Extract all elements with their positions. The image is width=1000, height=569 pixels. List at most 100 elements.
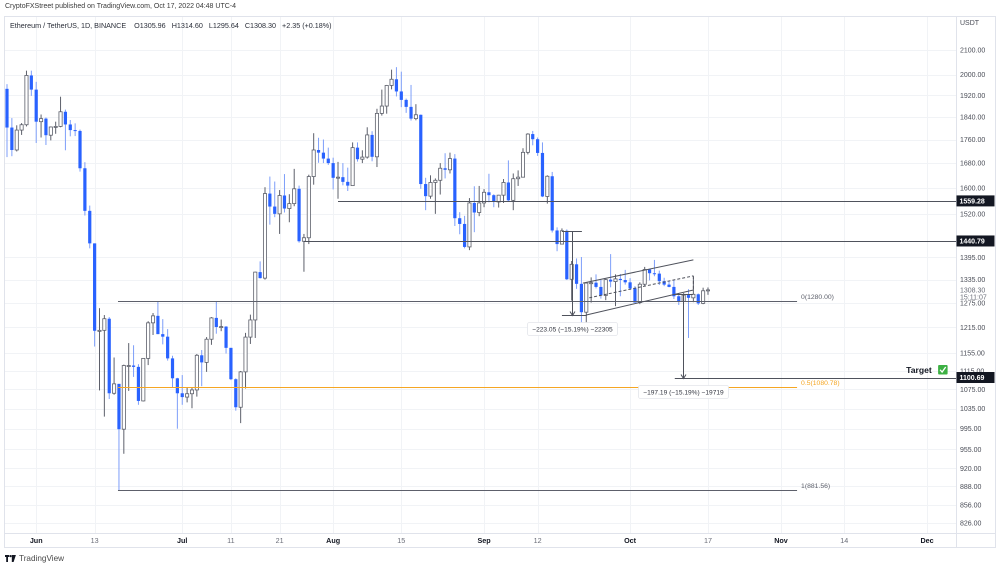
candle-bearish	[93, 243, 97, 347]
tradingview-logo[interactable]: TradingView	[5, 552, 64, 564]
fib-retracement[interactable]: 0(1280.00) 0.5(1080.78) 1(881.56)	[117, 294, 840, 491]
horizontal-rays[interactable]	[303, 201, 956, 379]
candle-bullish	[204, 337, 209, 372]
price-label-box	[956, 235, 995, 247]
candle-bearish	[609, 254, 613, 288]
candle-body	[350, 147, 355, 187]
candle-bearish	[73, 123, 77, 137]
candle-body	[68, 124, 72, 131]
price-label-text: 1559.28	[960, 199, 985, 206]
candle-bearish	[44, 117, 48, 146]
candle-bullish	[637, 282, 642, 305]
candle-bullish	[433, 178, 438, 214]
candle-bullish	[374, 108, 379, 168]
price-tick-label: 1920.00	[960, 93, 985, 100]
target-label[interactable]: Target	[906, 365, 932, 375]
candle-body	[555, 230, 559, 245]
candle-body	[701, 290, 706, 304]
candle-body	[574, 264, 579, 284]
candle-bullish	[569, 261, 574, 301]
candle-body	[258, 272, 262, 279]
price-tick-label: 1035.00	[960, 406, 985, 413]
candle-body	[584, 282, 589, 313]
candle-body	[175, 378, 179, 394]
candle-body	[662, 281, 666, 285]
price-axis[interactable]: USDT 2100.00 2000.00 1920.00 1840.00 1760.00 1…	[956, 20, 995, 528]
axes[interactable]: USDT 2100.00 2000.00 1920.00 1840.00 1760.00 1…	[4, 16, 996, 548]
candle-body	[628, 282, 632, 289]
price-tick-label: 995.00	[960, 426, 982, 433]
candle-body	[63, 111, 68, 125]
candle-bearish	[419, 114, 423, 189]
candle-body	[262, 193, 267, 279]
chart-legend: Ethereum / TetherUS, 1D, BINANCE O1305.9…	[10, 21, 336, 30]
candle-bearish	[487, 173, 491, 203]
open-value: O1305.96	[134, 21, 166, 30]
candle-bearish	[268, 176, 272, 225]
candle-bullish	[379, 89, 384, 116]
candle-bearish	[506, 160, 510, 202]
candlestick-series[interactable]	[5, 67, 710, 491]
candle-bullish	[287, 194, 292, 223]
price-tick-label: 1680.00	[960, 161, 985, 168]
arrow-down-icon	[680, 374, 687, 380]
text-annotations[interactable]: Target	[906, 365, 948, 375]
candle-body	[126, 365, 131, 367]
candle-body	[482, 191, 487, 204]
fib-level-label: 0(1280.00)	[801, 294, 834, 301]
candle-body	[492, 195, 496, 202]
candle-bullish	[58, 96, 63, 128]
measure-flagpole[interactable]: −223.05 (−15.19%) −22305	[527, 231, 618, 336]
candle-body	[569, 263, 574, 280]
candle-bearish	[10, 118, 14, 157]
candle-body	[565, 230, 569, 280]
candle-body	[438, 167, 443, 181]
candle-body	[677, 296, 681, 302]
candle-body	[282, 195, 287, 209]
symbol-label[interactable]: Ethereum / TetherUS, 1D, BINANCE	[10, 21, 127, 30]
price-tick-label: 2100.00	[960, 47, 985, 54]
candle-bullish	[126, 343, 131, 391]
price-tick-label: 1840.00	[960, 114, 985, 121]
candle-body	[273, 206, 277, 214]
measure-projection[interactable]: −197.19 (−15.19%) −19719	[638, 294, 729, 399]
price-range-measurements[interactable]: −223.05 (−15.19%) −22305 −197.19 (−15.19%…	[527, 231, 729, 399]
candle-body	[121, 365, 126, 430]
candle-bullish	[438, 163, 443, 195]
candle-body	[29, 75, 33, 90]
time-tick-day: 13	[91, 536, 99, 545]
channel-mid[interactable]	[589, 275, 694, 299]
candle-body	[667, 284, 671, 287]
candle-bullish	[336, 161, 341, 199]
candle-body	[331, 163, 335, 178]
candle-body	[370, 134, 374, 157]
candle-bearish	[341, 163, 345, 186]
candle-body	[589, 282, 594, 285]
candle-bearish	[170, 355, 175, 388]
candle-bullish	[559, 228, 564, 245]
measure-label: −223.05 (−15.19%) −22305	[532, 327, 613, 334]
time-axis[interactable]: Jun 13 Jul 11 21 Aug 15 Sep 12 Oct 17 Nov 14 Dec	[30, 536, 934, 545]
candle-bearish	[180, 375, 184, 405]
candle-body	[306, 176, 311, 239]
candle-body	[146, 322, 151, 359]
candle-bearish	[5, 84, 9, 158]
bar-countdown-label: 15:11:07	[960, 294, 987, 301]
candle-body	[234, 379, 238, 408]
candle-body	[73, 130, 77, 132]
candle-body	[297, 188, 301, 242]
candle-bearish	[224, 326, 228, 354]
price-tick-label: 1275.00	[960, 300, 985, 307]
candle-body	[477, 202, 482, 213]
candle-bullish	[350, 142, 355, 187]
candle-bearish	[667, 281, 671, 288]
candle-body	[131, 365, 136, 367]
candle-body	[705, 289, 710, 292]
candle-bearish	[78, 129, 82, 172]
channel-upper[interactable]	[582, 259, 694, 284]
candle-body	[243, 336, 248, 373]
candle-body	[117, 383, 121, 430]
candle-bearish	[628, 278, 632, 291]
candle-body	[151, 315, 156, 324]
